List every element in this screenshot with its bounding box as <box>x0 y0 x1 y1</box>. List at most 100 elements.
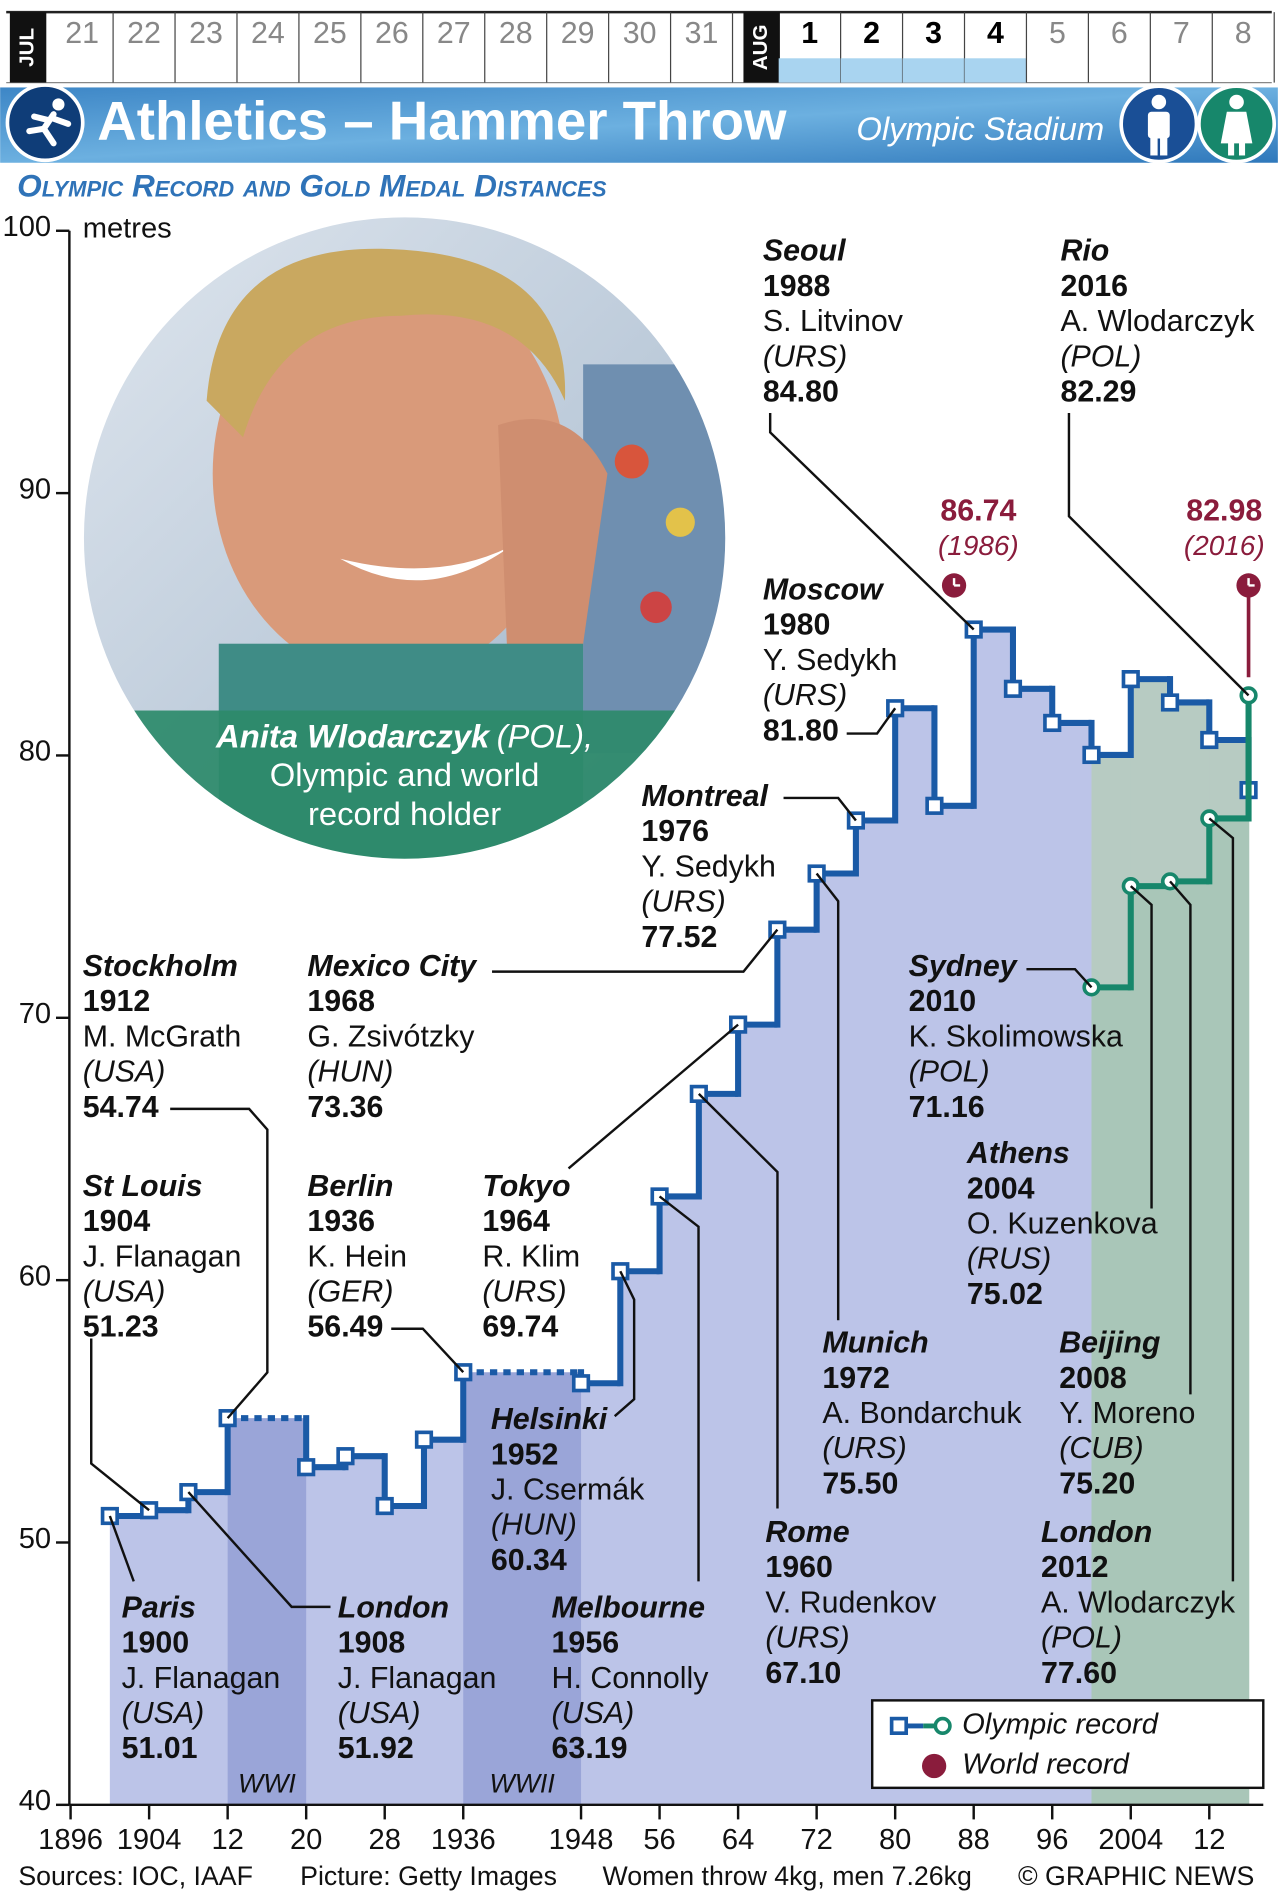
point <box>1043 713 1062 733</box>
callout-year: 1972 <box>822 1362 890 1395</box>
event-day-bar <box>840 58 903 83</box>
day-label: 28 <box>499 17 533 50</box>
point <box>297 1458 316 1477</box>
leader-line <box>815 872 840 1321</box>
day-label: 6 <box>1111 17 1128 50</box>
area-step <box>581 1383 621 1805</box>
callout-value: 51.92 <box>338 1732 414 1765</box>
day-label: 24 <box>251 17 285 50</box>
day-label: 21 <box>65 17 99 50</box>
callout-country: (HUN) <box>307 1056 393 1089</box>
callout-year: 2012 <box>1041 1551 1109 1584</box>
callout-athlete: V. Rudenkov <box>765 1586 937 1619</box>
x-tick-label: 1904 <box>117 1824 182 1856</box>
record-value: 86.74 <box>940 495 1016 528</box>
area-step <box>1091 987 1132 1805</box>
day-label: 4 <box>987 17 1004 50</box>
callout-country: (POL) <box>1060 340 1141 373</box>
day-label: 31 <box>685 17 719 50</box>
callout-country: (USA) <box>83 1276 166 1309</box>
callout-city: Melbourne <box>552 1591 706 1624</box>
day-label: 30 <box>623 17 657 50</box>
y-tick-label: 50 <box>19 1523 51 1555</box>
callout-value: 77.52 <box>641 921 717 954</box>
point <box>925 796 944 815</box>
record-year: (1986) <box>938 530 1019 561</box>
callout-city: Paris <box>122 1591 196 1624</box>
callout-athlete: J. Csermák <box>491 1473 645 1506</box>
callout-country: (URS) <box>765 1622 849 1655</box>
title-bar <box>0 87 1278 163</box>
callout-city: London <box>338 1591 449 1624</box>
callout-city: Rio <box>1060 235 1109 268</box>
callout-year: 1936 <box>307 1205 375 1238</box>
x-tick-label: 12 <box>211 1824 243 1856</box>
callout-city: London <box>1041 1516 1152 1549</box>
area-step <box>384 1506 425 1805</box>
callout-value: 54.74 <box>83 1091 159 1124</box>
x-tick-label: 80 <box>879 1824 911 1856</box>
legend-label: World record <box>962 1749 1130 1781</box>
legend-swatch-circle <box>933 1716 952 1735</box>
day-label: 7 <box>1173 17 1190 50</box>
stopwatch-hand <box>950 568 961 587</box>
day-label: 1 <box>801 17 818 50</box>
point <box>414 1430 434 1449</box>
callout-city: Rome <box>765 1516 849 1549</box>
callout-athlete: S. Litvinov <box>763 305 904 338</box>
callout-city: Helsinki <box>491 1403 608 1436</box>
callout-value: 51.23 <box>83 1311 159 1344</box>
callout-value: 77.60 <box>1041 1657 1117 1690</box>
x-tick-label: 1896 <box>38 1824 103 1856</box>
day-label: 2 <box>863 17 880 50</box>
stopwatch-hand <box>1244 568 1255 587</box>
men-figure <box>1147 94 1170 156</box>
leader-line <box>108 1515 135 1582</box>
leader-line <box>613 1270 636 1418</box>
point <box>375 1496 394 1516</box>
x-tick-label: 72 <box>800 1824 832 1856</box>
photo-caption-line: Olympic and world <box>270 756 540 793</box>
callout-city: Sydney <box>909 950 1019 983</box>
callout-city: St Louis <box>83 1170 203 1203</box>
leader-line <box>1169 880 1192 1395</box>
callout-year: 1900 <box>122 1627 190 1660</box>
callout-value: 81.80 <box>763 714 839 747</box>
x-tick-label: 1948 <box>549 1824 614 1856</box>
callout-athlete: J. Flanagan <box>122 1662 281 1695</box>
area-step <box>777 929 818 1805</box>
point <box>1121 670 1140 689</box>
day-label: 22 <box>127 17 161 50</box>
callout-value: 75.02 <box>967 1278 1043 1311</box>
callout-country: (POL) <box>1041 1622 1122 1655</box>
callout-country: (HUN) <box>491 1509 577 1542</box>
day-label: 8 <box>1235 17 1252 50</box>
callout-city: Montreal <box>641 780 768 813</box>
y-axis-label: metres <box>83 212 172 244</box>
callout-athlete: Y. Moreno <box>1059 1397 1195 1430</box>
callout-country: (USA) <box>338 1697 421 1730</box>
photo-caption-line: record holder <box>308 795 501 832</box>
callout-athlete: M. McGrath <box>83 1020 242 1053</box>
leader-line <box>187 1491 331 1609</box>
callout-athlete: J. Flanagan <box>338 1662 497 1695</box>
footer-note: Women throw 4kg, men 7.26kg <box>603 1861 972 1891</box>
women-figure <box>1220 94 1253 156</box>
callout-country: (RUS) <box>967 1243 1051 1276</box>
callout-city: Athens <box>966 1137 1070 1170</box>
footer-credit: © GRAPHIC NEWS <box>1018 1861 1254 1891</box>
subtitle: Olympic Record and Gold Medal Distances <box>17 168 607 204</box>
y-tick-label: 80 <box>19 736 51 768</box>
footer-picture: Picture: Getty Images <box>300 1861 557 1891</box>
x-tick-label: 96 <box>1036 1824 1068 1856</box>
callout-country: (POL) <box>909 1056 990 1089</box>
runner-figure <box>26 98 72 147</box>
point <box>1160 693 1180 712</box>
leader-line <box>492 928 779 973</box>
leader-line <box>783 796 857 822</box>
point <box>1082 745 1101 765</box>
x-tick-label: 28 <box>369 1824 401 1856</box>
month-tab <box>743 12 780 83</box>
callout-value: 69.74 <box>482 1311 558 1344</box>
